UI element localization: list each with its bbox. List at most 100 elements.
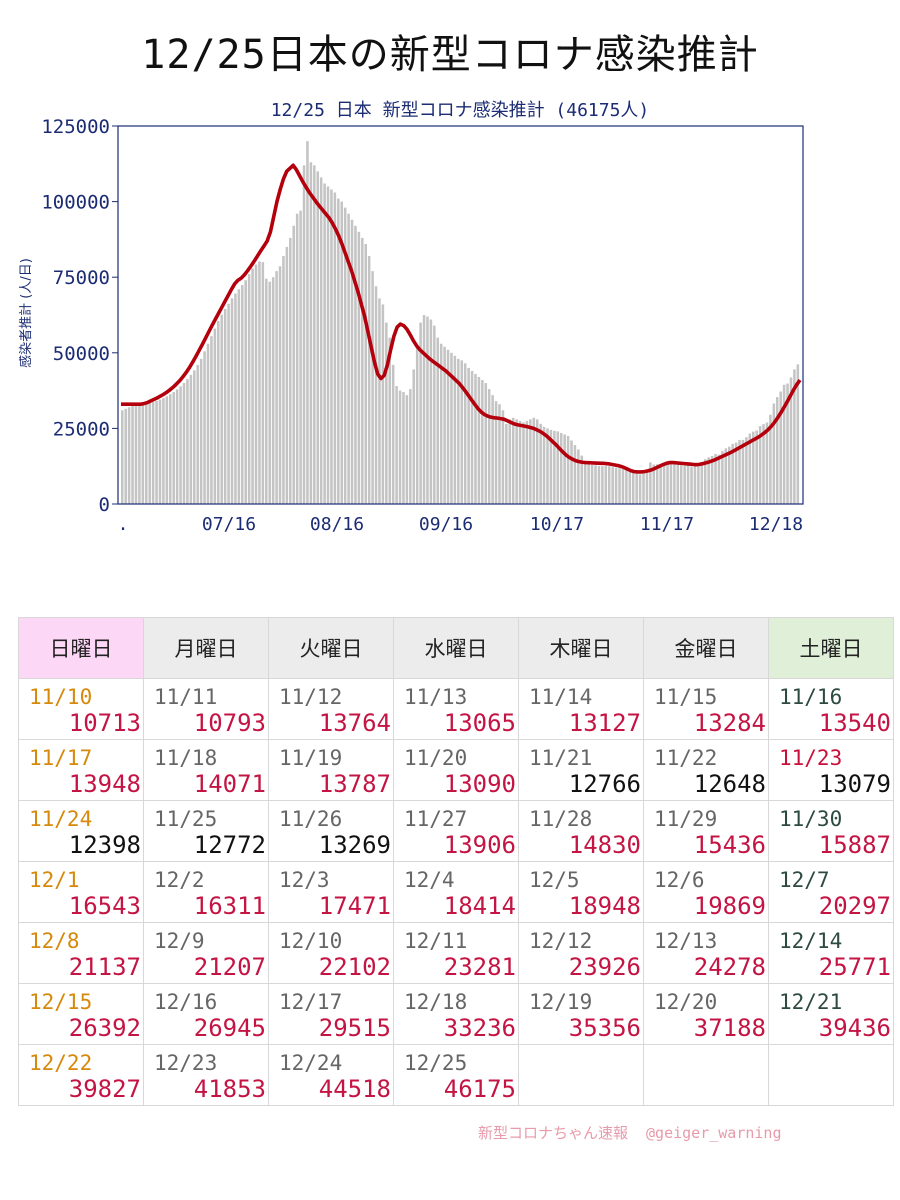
footer-credit: 新型コロナちゃん速報 @geiger_warning: [478, 1122, 799, 1143]
bar: [138, 404, 141, 504]
day-date: 11/17: [29, 746, 93, 770]
calendar-day-cell: 12/5 18948: [518, 861, 644, 923]
bar: [765, 422, 769, 504]
bar: [268, 281, 271, 504]
bar: [374, 286, 378, 504]
day-date: 12/25: [404, 1051, 468, 1075]
calendar-day-cell: 11/18 14071: [143, 739, 269, 801]
day-date: 11/14: [529, 685, 593, 709]
bar: [563, 434, 566, 504]
calendar-day-cell: 12/7 20297: [768, 861, 894, 923]
bar: [371, 271, 374, 504]
bar: [779, 391, 782, 504]
day-estimate: 10713: [68, 709, 141, 737]
day-date: 12/11: [404, 929, 468, 953]
page-title: 12/25日本の新型コロナ感染推計: [141, 32, 759, 78]
y-tick-label: 0: [99, 494, 110, 516]
bar: [707, 457, 710, 504]
day-estimate: 39827: [68, 1075, 141, 1103]
bar: [703, 459, 707, 504]
bar: [463, 363, 467, 504]
bar: [607, 466, 611, 504]
calendar-day-cell: 11/20 13090: [393, 739, 519, 801]
bar: [484, 383, 488, 504]
bar: [172, 392, 175, 504]
calendar-day-cell: 12/11 23281: [393, 922, 519, 984]
bar: [714, 453, 717, 504]
bar: [734, 442, 738, 504]
bar: [535, 419, 539, 504]
day-estimate: 39436: [818, 1014, 891, 1042]
calendar-day-cell: 12/14 25771: [768, 922, 894, 984]
bar: [199, 358, 203, 504]
bar: [124, 408, 127, 504]
weekday-header: 金曜日: [643, 617, 769, 679]
bar: [196, 364, 199, 504]
bar: [450, 352, 453, 504]
bar: [275, 271, 278, 504]
day-estimate: 13269: [318, 831, 391, 859]
day-date: 12/13: [654, 929, 718, 953]
day-date: 12/15: [29, 990, 93, 1014]
bar: [381, 304, 385, 504]
bar: [590, 464, 594, 504]
day-estimate: 37188: [693, 1014, 766, 1042]
day-estimate: 13540: [818, 709, 891, 737]
bar: [529, 419, 532, 504]
bar: [604, 465, 608, 504]
chart-title: 12/25 日本 新型コロナ感染推計 (46175人): [271, 100, 650, 121]
bar: [487, 389, 491, 504]
bar: [741, 439, 745, 504]
bar: [213, 328, 217, 504]
y-tick-label: 125000: [41, 116, 110, 138]
y-axis-label: 感染者推計 (人/日): [18, 258, 34, 368]
day-estimate: 13284: [693, 709, 766, 737]
bar: [467, 367, 470, 504]
calendar-empty-cell: [768, 1044, 894, 1106]
day-date: 11/13: [404, 685, 468, 709]
calendar-day-cell: 12/3 17471: [268, 861, 394, 923]
calendar-day-cell: 11/26 13269: [268, 800, 394, 862]
bar: [481, 380, 484, 504]
day-date: 12/6: [654, 868, 705, 892]
calendar-day-cell: 11/29 15436: [643, 800, 769, 862]
day-estimate: 12766: [568, 770, 641, 798]
bar: [556, 431, 560, 504]
day-date: 11/21: [529, 746, 593, 770]
calendar-day-cell: 11/17 13948: [18, 739, 144, 801]
calendar-day-cell: 12/8 21137: [18, 922, 144, 984]
day-estimate: 19869: [693, 892, 766, 920]
bar: [614, 467, 618, 504]
day-estimate: 23926: [568, 953, 641, 981]
day-date: 11/12: [279, 685, 343, 709]
day-date: 12/8: [29, 929, 80, 953]
day-date: 12/17: [279, 990, 343, 1014]
bar: [337, 198, 340, 504]
day-estimate: 16543: [68, 892, 141, 920]
x-tick-label: 07/16: [202, 514, 256, 535]
bar: [786, 383, 789, 504]
trend-line: [121, 163, 802, 474]
bar: [724, 448, 728, 504]
bar: [302, 165, 306, 504]
bar: [292, 225, 295, 505]
calendar-day-cell: 11/27 13906: [393, 800, 519, 862]
calendar-day-cell: 11/25 12772: [143, 800, 269, 862]
bar: [412, 369, 416, 504]
bar: [772, 403, 776, 504]
day-estimate: 15436: [693, 831, 766, 859]
calendar-empty-cell: [518, 1044, 644, 1106]
bar: [738, 440, 741, 504]
bar: [426, 316, 429, 504]
x-tick-label: .: [118, 514, 129, 535]
bar: [395, 386, 398, 504]
day-estimate: 21137: [68, 953, 141, 981]
bar: [391, 364, 395, 504]
bar: [518, 420, 522, 504]
daily-estimate-calendar: 日曜日 月曜日 火曜日 水曜日 木曜日 金曜日 土曜日 11/10 10713 11/11 107…: [18, 617, 894, 1106]
bar: [265, 278, 268, 504]
bar: [151, 401, 155, 504]
calendar-day-cell: 11/16 13540: [768, 678, 894, 740]
bar: [340, 201, 343, 504]
day-estimate: 14830: [568, 831, 641, 859]
